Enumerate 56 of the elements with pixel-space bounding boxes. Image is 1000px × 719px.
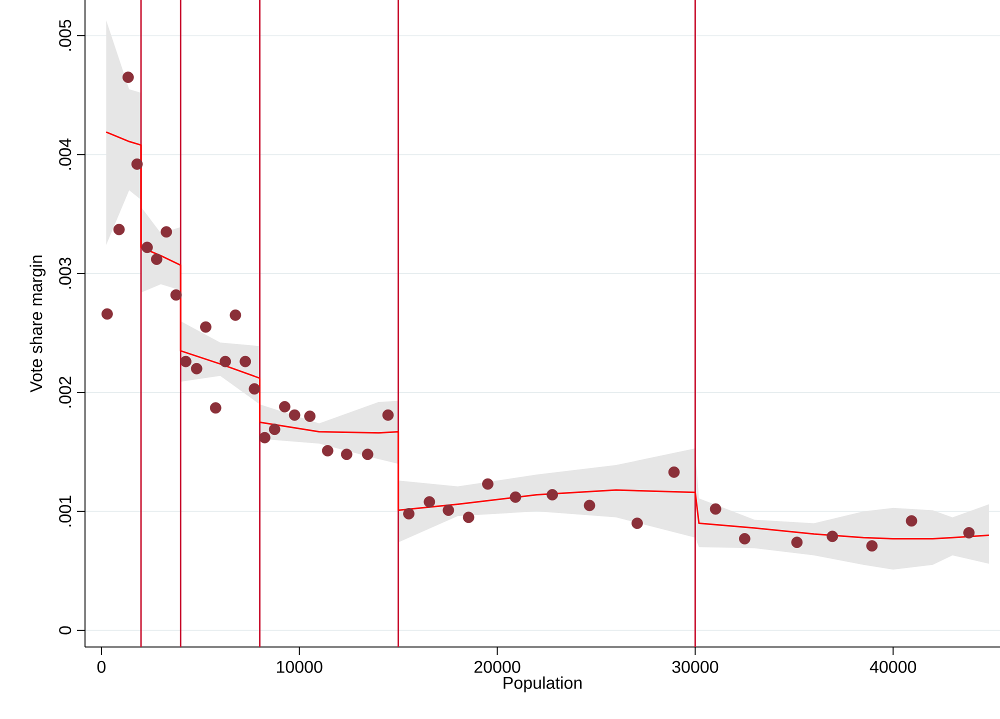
point bbox=[826, 530, 838, 542]
point bbox=[180, 356, 192, 368]
point bbox=[462, 512, 474, 524]
point bbox=[403, 508, 415, 520]
point bbox=[482, 478, 494, 490]
point bbox=[738, 533, 750, 544]
point bbox=[710, 503, 722, 515]
y-tick-label: .003 bbox=[59, 258, 72, 289]
point bbox=[122, 72, 134, 83]
point bbox=[160, 226, 172, 238]
point bbox=[866, 540, 878, 552]
y-axis-title: Vote share margin bbox=[30, 256, 46, 392]
point bbox=[259, 432, 270, 444]
y-tick-label: .001 bbox=[59, 496, 72, 526]
point bbox=[170, 289, 182, 301]
point bbox=[510, 491, 522, 503]
point bbox=[101, 308, 113, 320]
y-tick-label: .004 bbox=[59, 138, 72, 170]
y-tick-label: 0 bbox=[59, 626, 72, 634]
x-tick-label: 20000 bbox=[474, 660, 520, 673]
point bbox=[668, 466, 680, 478]
x-axis-title: Population bbox=[504, 676, 582, 692]
point bbox=[304, 410, 316, 422]
point bbox=[240, 356, 252, 368]
point bbox=[220, 356, 232, 368]
point bbox=[791, 536, 803, 548]
point bbox=[210, 402, 222, 414]
point bbox=[190, 362, 202, 374]
point bbox=[632, 518, 643, 529]
point bbox=[131, 158, 143, 170]
point bbox=[906, 515, 918, 527]
point bbox=[113, 224, 125, 236]
point bbox=[382, 409, 394, 421]
point bbox=[584, 500, 596, 512]
point bbox=[322, 445, 334, 456]
point bbox=[230, 309, 242, 321]
x-tick-label: 0 bbox=[97, 660, 106, 673]
point bbox=[288, 409, 300, 421]
x-tick-label: 30000 bbox=[672, 660, 718, 673]
point bbox=[279, 401, 290, 412]
point bbox=[546, 489, 558, 500]
y-tick-label: .005 bbox=[59, 20, 72, 51]
x-tick-label: 10000 bbox=[277, 660, 322, 673]
point bbox=[248, 383, 260, 395]
line-series bbox=[105, 131, 990, 540]
point bbox=[141, 242, 153, 254]
point bbox=[442, 504, 454, 516]
point bbox=[268, 424, 280, 436]
point bbox=[963, 527, 975, 539]
point bbox=[150, 254, 162, 265]
point bbox=[362, 448, 374, 460]
point bbox=[200, 321, 212, 333]
point bbox=[340, 448, 352, 460]
point bbox=[424, 496, 436, 508]
x-tick-label: 40000 bbox=[870, 660, 916, 673]
y-tick-label: .002 bbox=[59, 376, 72, 408]
